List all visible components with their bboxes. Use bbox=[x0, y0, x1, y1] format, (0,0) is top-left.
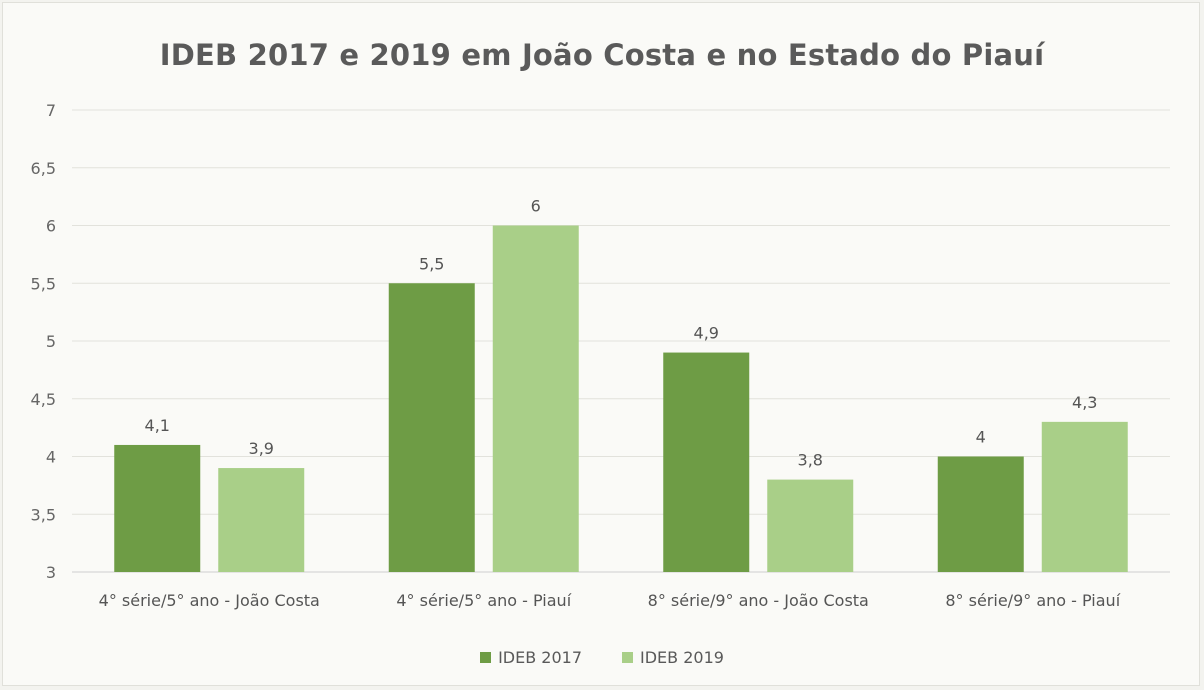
y-tick-label: 4,5 bbox=[31, 390, 56, 409]
data-label: 6 bbox=[531, 197, 541, 216]
data-label: 3,8 bbox=[798, 451, 823, 470]
legend: IDEB 2017 IDEB 2019 bbox=[0, 648, 1204, 667]
bar-ideb-2017 bbox=[663, 352, 750, 572]
data-label: 4,3 bbox=[1072, 393, 1097, 412]
legend-item-ideb-2017: IDEB 2017 bbox=[480, 648, 582, 667]
y-tick-label: 6,5 bbox=[31, 159, 56, 178]
x-tick-label: 4° série/5° ano - João Costa bbox=[99, 591, 320, 610]
y-tick-label: 6 bbox=[46, 217, 56, 236]
y-tick-label: 5 bbox=[46, 332, 56, 351]
x-tick-label: 8° série/9° ano - Piauí bbox=[945, 591, 1120, 610]
chart-title: IDEB 2017 e 2019 em João Costa e no Esta… bbox=[159, 38, 1045, 72]
y-tick-label: 7 bbox=[46, 101, 56, 120]
data-label: 4,9 bbox=[694, 324, 719, 343]
data-label: 4 bbox=[976, 428, 986, 447]
data-label: 3,9 bbox=[249, 439, 274, 458]
bar-ideb-2017 bbox=[388, 283, 475, 572]
bar-ideb-2019 bbox=[492, 225, 579, 572]
legend-label-ideb-2019: IDEB 2019 bbox=[640, 648, 724, 667]
legend-item-ideb-2019: IDEB 2019 bbox=[622, 648, 724, 667]
bar-ideb-2019 bbox=[218, 468, 305, 572]
x-tick-label: 8° série/9° ano - João Costa bbox=[648, 591, 869, 610]
bar-ideb-2017 bbox=[114, 444, 201, 572]
legend-label-ideb-2017: IDEB 2017 bbox=[498, 648, 582, 667]
bar-ideb-2019 bbox=[1041, 421, 1128, 572]
data-label: 5,5 bbox=[419, 254, 444, 273]
y-tick-label: 4 bbox=[46, 448, 56, 467]
x-tick-label: 4° série/5° ano - Piauí bbox=[396, 591, 571, 610]
y-tick-label: 3 bbox=[46, 563, 56, 582]
data-label: 4,1 bbox=[145, 416, 170, 435]
bar-ideb-2019 bbox=[767, 479, 854, 572]
legend-swatch-ideb-2019 bbox=[622, 652, 633, 663]
y-tick-label: 3,5 bbox=[31, 505, 56, 524]
bar-ideb-2017 bbox=[937, 456, 1024, 572]
y-tick-label: 5,5 bbox=[31, 274, 56, 293]
legend-swatch-ideb-2017 bbox=[480, 652, 492, 663]
